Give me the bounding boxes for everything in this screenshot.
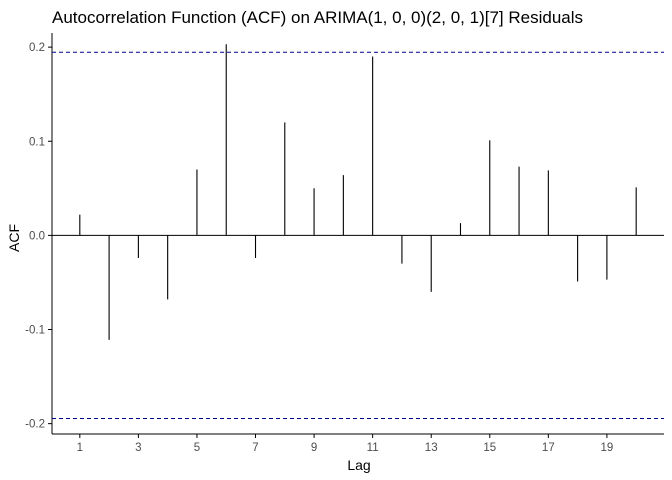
chart-title: Autocorrelation Function (ACF) on ARIMA(…	[52, 8, 583, 27]
x-tick-label: 15	[483, 442, 496, 454]
y-tick-label: -0.1	[25, 325, 45, 337]
x-tick-label: 9	[311, 442, 317, 454]
x-tick-label: 11	[367, 442, 379, 454]
y-tick-label: 0.1	[29, 136, 45, 148]
x-tick-label: 7	[252, 442, 258, 454]
x-tick-label: 5	[194, 442, 200, 454]
x-axis-label: Lag	[347, 457, 370, 473]
y-tick-label: 0.0	[29, 230, 45, 242]
y-axis-label: ACF	[6, 224, 22, 252]
y-tick-label: 0.2	[29, 42, 45, 54]
plot-area: -0.2-0.10.00.10.21 3 5 7 9 11 13 15 17 19	[25, 33, 664, 454]
x-tick-label: 13	[425, 442, 438, 454]
x-tick-label: 3	[135, 442, 141, 454]
x-tick-label: 17	[542, 442, 555, 454]
x-tick-label: 19	[601, 442, 614, 454]
x-tick-label: 1	[77, 442, 83, 454]
y-tick-label: -0.2	[25, 419, 45, 431]
